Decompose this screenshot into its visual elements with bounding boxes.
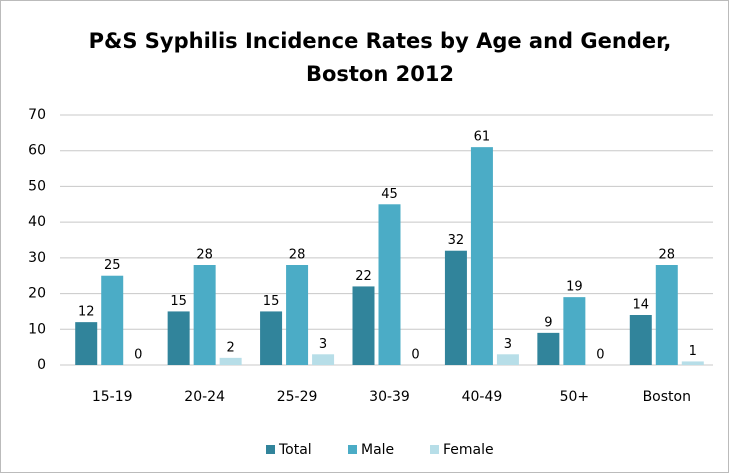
bar [655, 265, 678, 365]
value-label: 0 [411, 348, 419, 363]
y-tick-label: 40 [28, 214, 46, 230]
value-label: 28 [659, 248, 676, 263]
y-tick-label: 50 [28, 178, 46, 194]
value-label: 22 [355, 269, 372, 284]
value-label: 15 [263, 294, 280, 309]
bar [444, 250, 467, 365]
bar [537, 332, 560, 365]
y-tick-label: 10 [28, 321, 46, 337]
value-label: 45 [381, 187, 398, 202]
bar [260, 311, 283, 365]
legend-label: Total [278, 442, 312, 458]
value-label: 0 [596, 348, 604, 363]
value-label: 15 [170, 294, 187, 309]
value-label: 32 [448, 233, 465, 248]
y-tick-label: 70 [28, 107, 46, 123]
bar [352, 286, 375, 365]
value-label: 0 [134, 348, 142, 363]
value-label: 12 [78, 305, 95, 320]
x-tick-label: 15-19 [92, 389, 133, 405]
bar [101, 275, 124, 365]
bar [378, 204, 401, 365]
legend-label: Female [443, 442, 494, 458]
value-label: 3 [504, 337, 512, 352]
x-tick-label: 20-24 [184, 389, 225, 405]
y-tick-label: 0 [37, 357, 46, 373]
x-tick-label: Boston [643, 389, 691, 405]
value-label: 3 [319, 337, 327, 352]
bar [312, 354, 335, 365]
legend-label: Male [361, 442, 394, 458]
value-label: 1 [689, 344, 697, 359]
legend-swatch [430, 445, 439, 454]
bar [470, 147, 493, 365]
chart-title: P&S Syphilis Incidence Rates by Age and … [89, 29, 672, 53]
value-label: 9 [544, 315, 552, 330]
y-tick-label: 20 [28, 286, 46, 302]
legend-swatch [348, 445, 357, 454]
bar [629, 315, 652, 365]
x-tick-label: 50+ [560, 389, 590, 405]
value-label: 28 [196, 248, 213, 263]
x-tick-label: 40-49 [462, 389, 503, 405]
x-tick-label: 30-39 [369, 389, 410, 405]
bar [563, 297, 586, 365]
value-label: 25 [104, 258, 121, 273]
value-label: 28 [289, 248, 306, 263]
value-label: 19 [566, 280, 583, 295]
y-tick-label: 60 [28, 143, 46, 159]
bar [75, 322, 98, 365]
chart-title: Boston 2012 [306, 62, 454, 86]
bar [193, 265, 216, 365]
value-label: 2 [227, 340, 235, 355]
bar [286, 265, 309, 365]
bar [681, 361, 704, 365]
legend-swatch [266, 445, 275, 454]
bar [219, 357, 242, 365]
x-tick-label: 25-29 [277, 389, 318, 405]
value-label: 14 [633, 298, 650, 313]
y-tick-label: 30 [28, 250, 46, 266]
bar [496, 354, 519, 365]
bar [167, 311, 190, 365]
value-label: 61 [474, 130, 491, 145]
